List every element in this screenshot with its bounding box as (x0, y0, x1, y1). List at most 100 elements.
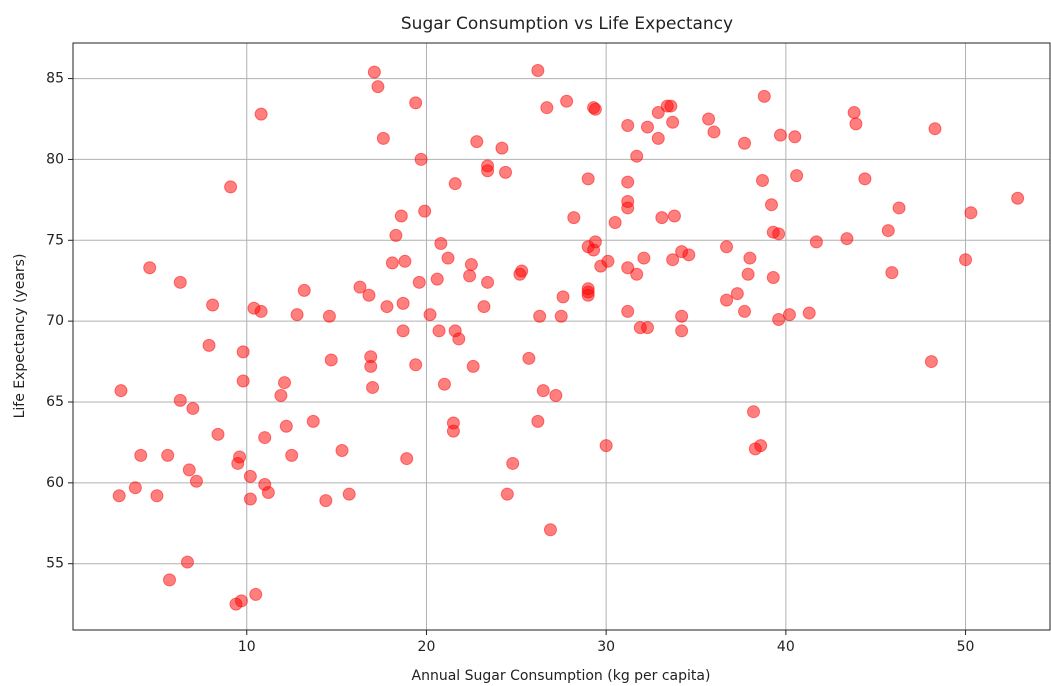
y-tick-label: 60 (46, 475, 64, 491)
point (651, 106, 665, 120)
point (720, 240, 734, 254)
point (161, 448, 175, 462)
point (243, 492, 257, 506)
point (432, 324, 446, 338)
point (243, 469, 257, 483)
point (707, 125, 721, 139)
point (437, 377, 451, 391)
point (441, 251, 455, 265)
point (682, 248, 696, 262)
point (376, 131, 390, 145)
point (342, 487, 356, 501)
y-tick-label: 65 (46, 394, 64, 410)
point (666, 115, 680, 129)
point (858, 172, 872, 186)
point (274, 389, 288, 403)
point (211, 427, 225, 441)
point (675, 324, 689, 338)
point (162, 573, 176, 587)
point (924, 355, 938, 369)
point (788, 130, 802, 144)
point (666, 253, 680, 267)
point (173, 393, 187, 407)
point (702, 112, 716, 126)
point (134, 448, 148, 462)
point (481, 275, 495, 289)
x-tick-label: 50 (957, 639, 975, 655)
point (747, 405, 761, 419)
point (588, 235, 602, 249)
point (531, 414, 545, 428)
point (738, 304, 752, 318)
point (543, 523, 557, 537)
point (640, 120, 654, 134)
point (409, 358, 423, 372)
point (772, 227, 786, 241)
point (236, 345, 250, 359)
point (423, 308, 437, 322)
point (233, 450, 247, 464)
point (464, 258, 478, 272)
point (400, 452, 414, 466)
point (560, 94, 574, 108)
point (840, 232, 854, 246)
point (143, 261, 157, 275)
point (254, 107, 268, 121)
point (720, 293, 734, 307)
point (418, 204, 432, 218)
point (150, 489, 164, 503)
point (741, 267, 755, 281)
point (1011, 191, 1025, 205)
point (396, 324, 410, 338)
point (754, 439, 768, 453)
point (809, 235, 823, 249)
point (885, 266, 899, 280)
point (367, 65, 381, 79)
point (621, 201, 635, 215)
point (500, 487, 514, 501)
point (621, 118, 635, 132)
x-tick-label: 20 (418, 639, 436, 655)
point (764, 198, 778, 212)
point (847, 106, 861, 120)
point (495, 141, 509, 155)
point (621, 261, 635, 275)
point (114, 384, 128, 398)
point (398, 254, 412, 268)
point (730, 287, 744, 301)
point (236, 374, 250, 388)
point (371, 80, 385, 94)
point (738, 136, 752, 150)
point (515, 264, 529, 278)
point (881, 224, 895, 238)
point (621, 304, 635, 318)
point (249, 587, 263, 601)
point (182, 463, 196, 477)
point (324, 353, 338, 367)
point (353, 280, 367, 294)
point (202, 338, 216, 352)
point (773, 128, 787, 142)
point (224, 180, 238, 194)
point (389, 228, 403, 242)
point (362, 288, 376, 302)
point (306, 414, 320, 428)
point (772, 313, 786, 327)
point (782, 308, 796, 322)
point (366, 380, 380, 394)
point (554, 309, 568, 323)
plot-frame (72, 42, 1051, 631)
point (849, 117, 863, 131)
x-axis-label: Annual Sugar Consumption (kg per capita) (412, 668, 711, 684)
point (581, 288, 595, 302)
y-tick-label: 80 (46, 151, 64, 167)
point (651, 131, 665, 145)
point (470, 135, 484, 149)
point (414, 152, 428, 166)
point (319, 494, 333, 508)
point (452, 332, 466, 346)
point (448, 177, 462, 191)
point (380, 300, 394, 314)
point (536, 384, 550, 398)
